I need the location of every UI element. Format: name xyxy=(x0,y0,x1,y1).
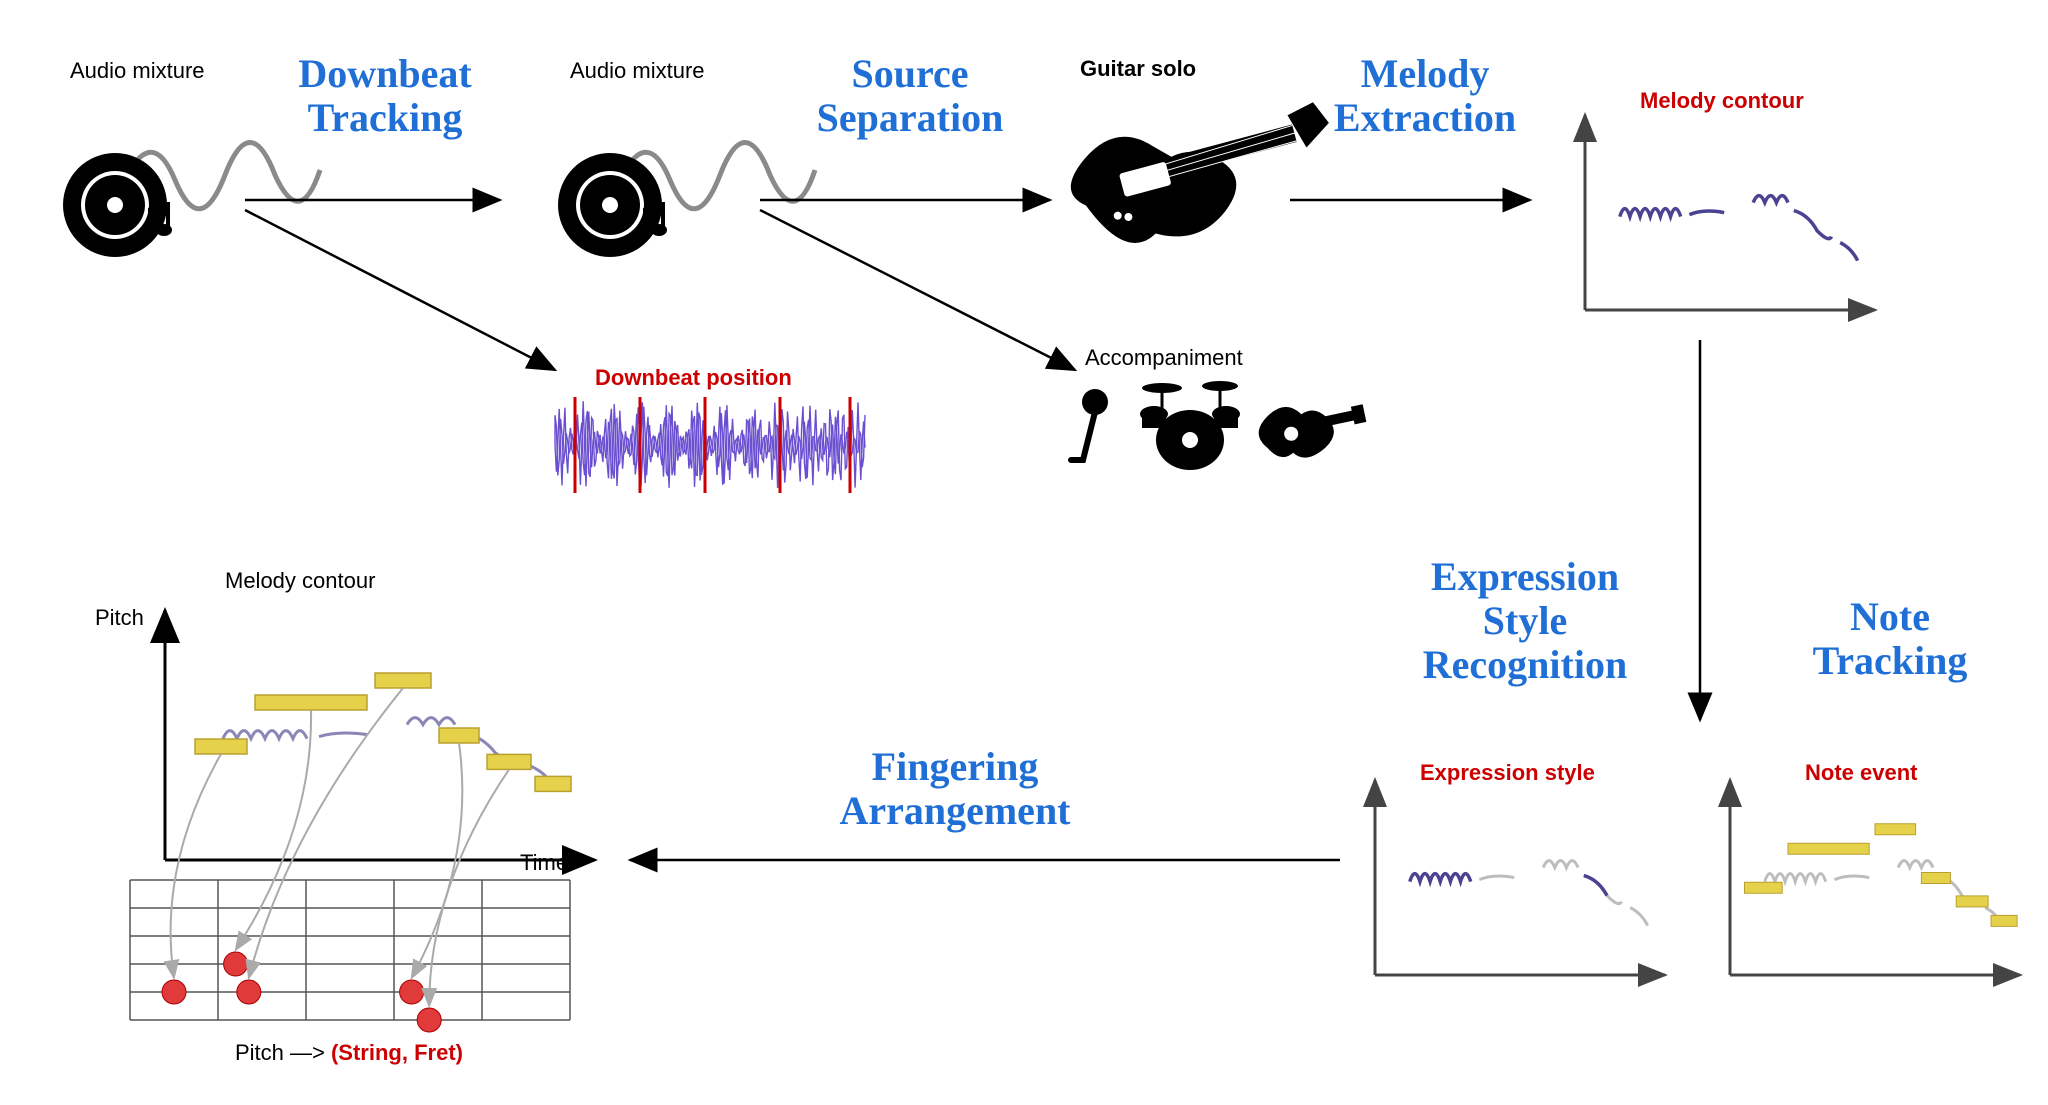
process-source-separation: Source Separation xyxy=(790,52,1030,140)
expression-style-chart xyxy=(1375,780,1665,975)
red-label-expression-style: Expression style xyxy=(1420,760,1595,786)
audio-mixture-1-icon xyxy=(63,143,320,258)
bottom-melody-chart xyxy=(165,610,595,860)
label-pitch-to-suffix: (String, Fret) xyxy=(331,1040,463,1065)
process-fingering-arrangement: Fingering Arrangement xyxy=(805,745,1105,833)
accompaniment-icons xyxy=(1071,381,1371,470)
downbeat-waveform xyxy=(555,397,865,493)
mapping-arrows xyxy=(171,688,509,1006)
label-time-axis: Time xyxy=(520,850,568,876)
label-accompaniment: Accompaniment xyxy=(1085,345,1243,371)
label-pitch-axis: Pitch xyxy=(95,605,144,631)
red-label-note-event: Note event xyxy=(1805,760,1917,786)
diagram-svg xyxy=(0,0,2048,1105)
label-melody-contour-bottom: Melody contour xyxy=(225,568,375,594)
note-event-chart xyxy=(1730,780,2020,975)
audio-mixture-2-icon xyxy=(558,143,815,258)
melody-contour-top-chart xyxy=(1585,115,1875,310)
red-label-downbeat: Downbeat position xyxy=(595,365,792,391)
label-pitch-to: Pitch —> (String, Fret) xyxy=(235,1040,463,1066)
label-audio-mixture-2: Audio mixture xyxy=(570,58,705,84)
label-pitch-to-prefix: Pitch —> xyxy=(235,1040,331,1065)
process-downbeat-tracking: Downbeat Tracking xyxy=(265,52,505,140)
process-melody-extraction: Melody Extraction xyxy=(1305,52,1545,140)
diagram-stage: Audio mixture Audio mixture Guitar solo … xyxy=(0,0,2048,1105)
label-guitar-solo: Guitar solo xyxy=(1080,56,1196,82)
fretboard-grid xyxy=(130,880,570,1032)
label-audio-mixture-1: Audio mixture xyxy=(70,58,205,84)
red-label-melody-contour: Melody contour xyxy=(1640,88,1804,114)
process-expression-style: Expression Style Recognition xyxy=(1400,555,1650,687)
process-note-tracking: Note Tracking xyxy=(1790,595,1990,683)
